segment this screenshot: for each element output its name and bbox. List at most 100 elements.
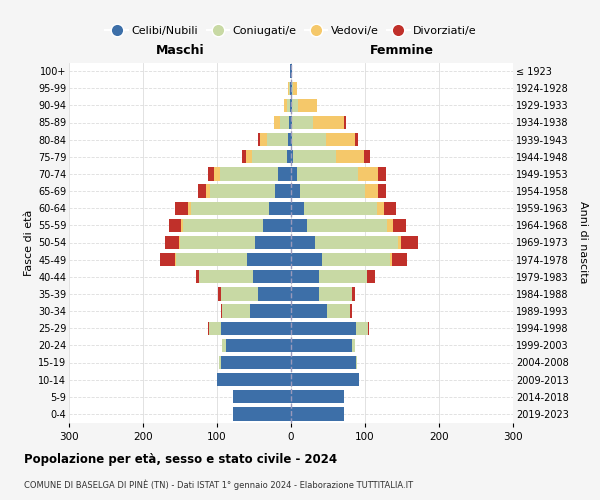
Bar	[274, 116, 280, 129]
Bar	[246, 150, 252, 164]
Bar	[367, 270, 374, 283]
Bar	[290, 64, 291, 78]
Bar	[260, 133, 268, 146]
Bar	[275, 184, 291, 198]
Bar	[250, 304, 291, 318]
Bar	[319, 270, 367, 283]
Bar	[291, 356, 356, 369]
Bar	[291, 287, 319, 300]
Bar	[313, 116, 344, 129]
Bar	[291, 64, 292, 78]
Bar	[280, 116, 289, 129]
Bar	[288, 133, 291, 146]
Bar	[226, 338, 291, 352]
Bar	[289, 116, 291, 129]
Bar	[169, 218, 181, 232]
Bar	[278, 167, 291, 180]
Y-axis label: Anni di nascita: Anni di nascita	[578, 201, 588, 284]
Bar	[350, 304, 352, 318]
Bar	[290, 98, 291, 112]
Bar	[401, 236, 418, 249]
Bar	[208, 167, 214, 180]
Bar	[292, 133, 326, 146]
Bar	[355, 133, 358, 146]
Bar	[291, 270, 319, 283]
Bar	[384, 202, 396, 215]
Bar	[258, 133, 260, 146]
Bar	[256, 236, 291, 249]
Bar	[291, 407, 344, 420]
Bar	[219, 356, 221, 369]
Bar	[222, 304, 250, 318]
Bar	[358, 167, 379, 180]
Bar	[291, 202, 304, 215]
Bar	[365, 184, 379, 198]
Bar	[288, 82, 289, 95]
Bar	[221, 356, 291, 369]
Bar	[252, 150, 287, 164]
Bar	[291, 373, 359, 386]
Bar	[221, 304, 222, 318]
Bar	[258, 287, 291, 300]
Bar	[188, 202, 191, 215]
Bar	[284, 98, 287, 112]
Bar	[287, 150, 291, 164]
Bar	[336, 150, 364, 164]
Bar	[390, 253, 392, 266]
Bar	[233, 390, 291, 404]
Bar	[314, 236, 398, 249]
Y-axis label: Fasce di età: Fasce di età	[23, 210, 34, 276]
Text: Popolazione per età, sesso e stato civile - 2024: Popolazione per età, sesso e stato civil…	[24, 452, 337, 466]
Bar	[242, 150, 246, 164]
Bar	[293, 82, 297, 95]
Bar	[387, 218, 393, 232]
Bar	[307, 218, 387, 232]
Bar	[392, 253, 407, 266]
Bar	[291, 218, 307, 232]
Bar	[214, 167, 220, 180]
Bar	[356, 322, 368, 335]
Bar	[291, 150, 293, 164]
Bar	[165, 236, 179, 249]
Bar	[291, 184, 300, 198]
Bar	[322, 253, 390, 266]
Bar	[297, 167, 358, 180]
Bar	[292, 98, 298, 112]
Bar	[298, 98, 317, 112]
Bar	[291, 167, 297, 180]
Bar	[379, 167, 386, 180]
Bar	[183, 218, 263, 232]
Bar	[319, 287, 352, 300]
Bar	[209, 322, 221, 335]
Bar	[291, 253, 322, 266]
Bar	[287, 98, 290, 112]
Bar	[364, 150, 370, 164]
Bar	[181, 218, 183, 232]
Text: Femmine: Femmine	[370, 44, 434, 58]
Bar	[263, 218, 291, 232]
Bar	[191, 202, 269, 215]
Bar	[176, 253, 247, 266]
Bar	[356, 356, 357, 369]
Bar	[222, 338, 226, 352]
Bar	[292, 116, 313, 129]
Bar	[290, 82, 291, 95]
Bar	[393, 218, 406, 232]
Bar	[291, 390, 344, 404]
Bar	[326, 304, 350, 318]
Bar	[199, 184, 206, 198]
Bar	[300, 184, 365, 198]
Bar	[291, 338, 352, 352]
Bar	[293, 150, 336, 164]
Text: Maschi: Maschi	[155, 44, 205, 58]
Bar	[289, 82, 290, 95]
Bar	[160, 253, 175, 266]
Bar	[268, 133, 288, 146]
Bar	[291, 236, 314, 249]
Bar	[180, 236, 256, 249]
Bar	[206, 184, 209, 198]
Bar	[175, 202, 188, 215]
Bar	[220, 167, 278, 180]
Bar	[269, 202, 291, 215]
Bar	[292, 82, 293, 95]
